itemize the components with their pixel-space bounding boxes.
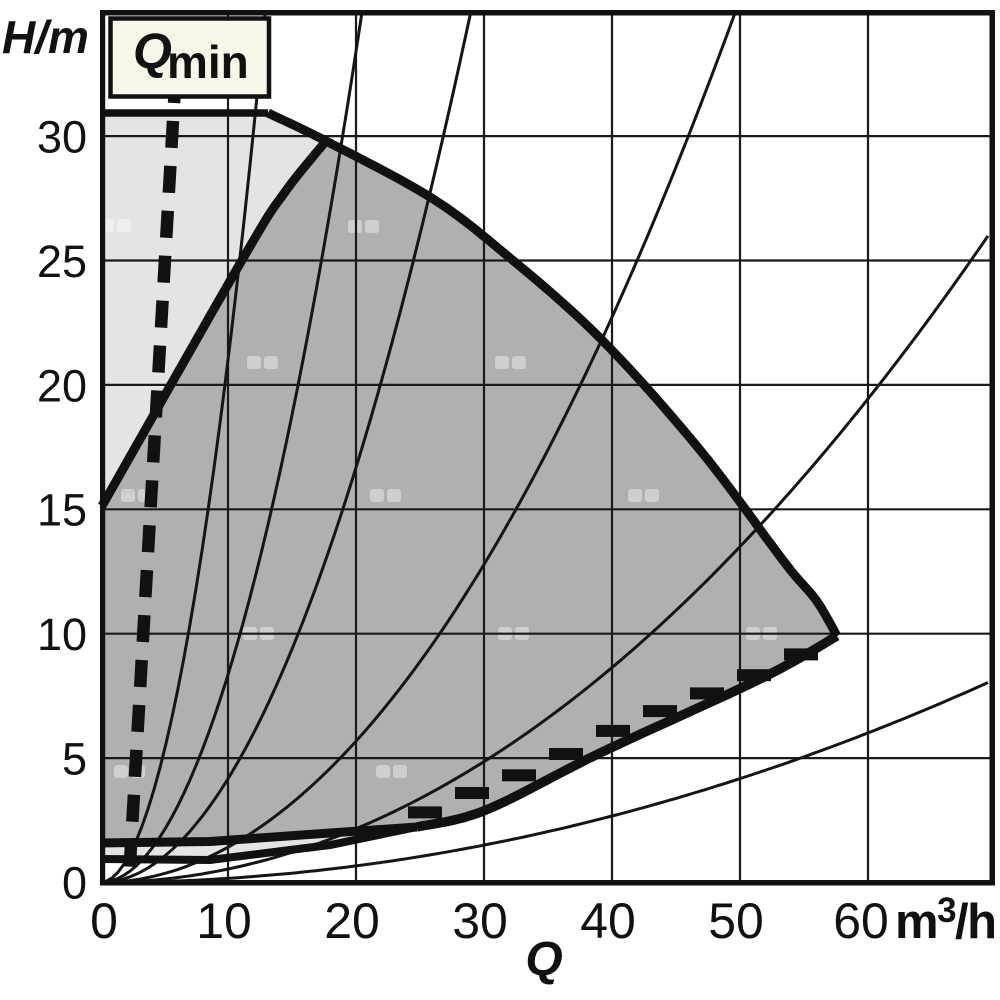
svg-text:0: 0 — [62, 858, 87, 909]
svg-text:30: 30 — [37, 112, 87, 163]
svg-text:0: 0 — [90, 893, 118, 949]
svg-text:Q: Q — [525, 933, 562, 986]
svg-text:H/m: H/m — [2, 11, 89, 63]
svg-text:50: 50 — [708, 893, 764, 949]
svg-text:15: 15 — [37, 485, 87, 536]
svg-text:20: 20 — [324, 893, 380, 949]
svg-text:min: min — [167, 36, 249, 88]
svg-text:25: 25 — [37, 236, 87, 287]
svg-text:10: 10 — [37, 609, 87, 660]
svg-text:20: 20 — [37, 360, 87, 411]
svg-text:30: 30 — [452, 893, 508, 949]
svg-text:Q: Q — [133, 23, 172, 79]
svg-text:40: 40 — [580, 893, 636, 949]
svg-text:10: 10 — [196, 893, 252, 949]
svg-text:60: 60 — [833, 893, 889, 949]
svg-text:5: 5 — [62, 734, 87, 785]
